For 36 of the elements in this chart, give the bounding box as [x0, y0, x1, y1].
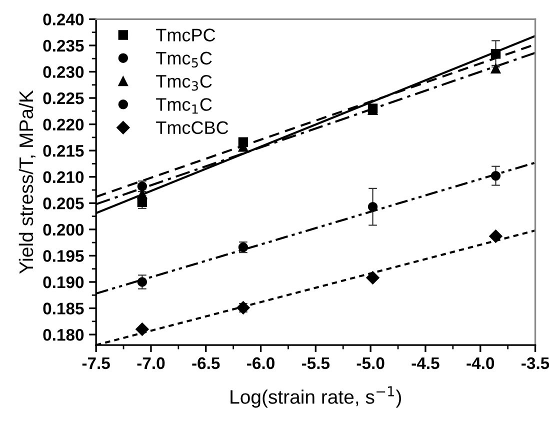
x-axis-title: Log(strain rate, s$^{−1}$) [230, 386, 401, 408]
y-tick-label: 0.205 [43, 198, 84, 210]
point [137, 277, 148, 287]
y-tick-label: 0.215 [43, 144, 84, 157]
y-tick-label: 0.235 [43, 40, 84, 52]
y-tick-label: 0.240 [43, 14, 84, 26]
y-tick-label: 0.220 [43, 118, 84, 130]
x-tick-label: -6.0 [247, 357, 274, 370]
y-tick-label: 0.225 [43, 92, 84, 104]
legend-label: TmcCBC [156, 121, 228, 134]
y-tick-label: 0.200 [43, 224, 84, 236]
y-tick-label: 0.210 [43, 171, 84, 184]
x-tick-label: -5.5 [302, 357, 330, 370]
y-tick-label: 0.180 [43, 328, 84, 341]
point [489, 230, 502, 243]
y-tick-label: 0.195 [43, 250, 84, 262]
point [490, 49, 501, 59]
legend-label: TmcPC [156, 28, 216, 42]
legend-label: Tmc$_{3}$C [156, 74, 212, 91]
y-tick-label: 0.185 [43, 302, 84, 314]
x-tick-label: -6.5 [192, 357, 220, 370]
x-tick-label: -3.5 [522, 357, 549, 370]
x-tick-label: -7.0 [137, 357, 165, 370]
point [136, 322, 149, 336]
x-tick-label: -7.5 [82, 357, 110, 370]
x-tick-label: -5.0 [356, 357, 384, 370]
y-tick-label: 0.190 [43, 276, 84, 288]
point [490, 170, 501, 181]
legend-label: Tmc$_{1}$C [156, 98, 212, 114]
x-tick-label: -4.5 [412, 357, 440, 370]
x-tick-label: -4.0 [466, 357, 494, 370]
point [368, 202, 378, 212]
legend-label: Tmc$_{5}$C [156, 52, 212, 68]
point [366, 271, 380, 284]
y-tick-label: 0.230 [43, 66, 84, 78]
y-axis-title: Yield stress/T, MPa/K [18, 90, 36, 274]
